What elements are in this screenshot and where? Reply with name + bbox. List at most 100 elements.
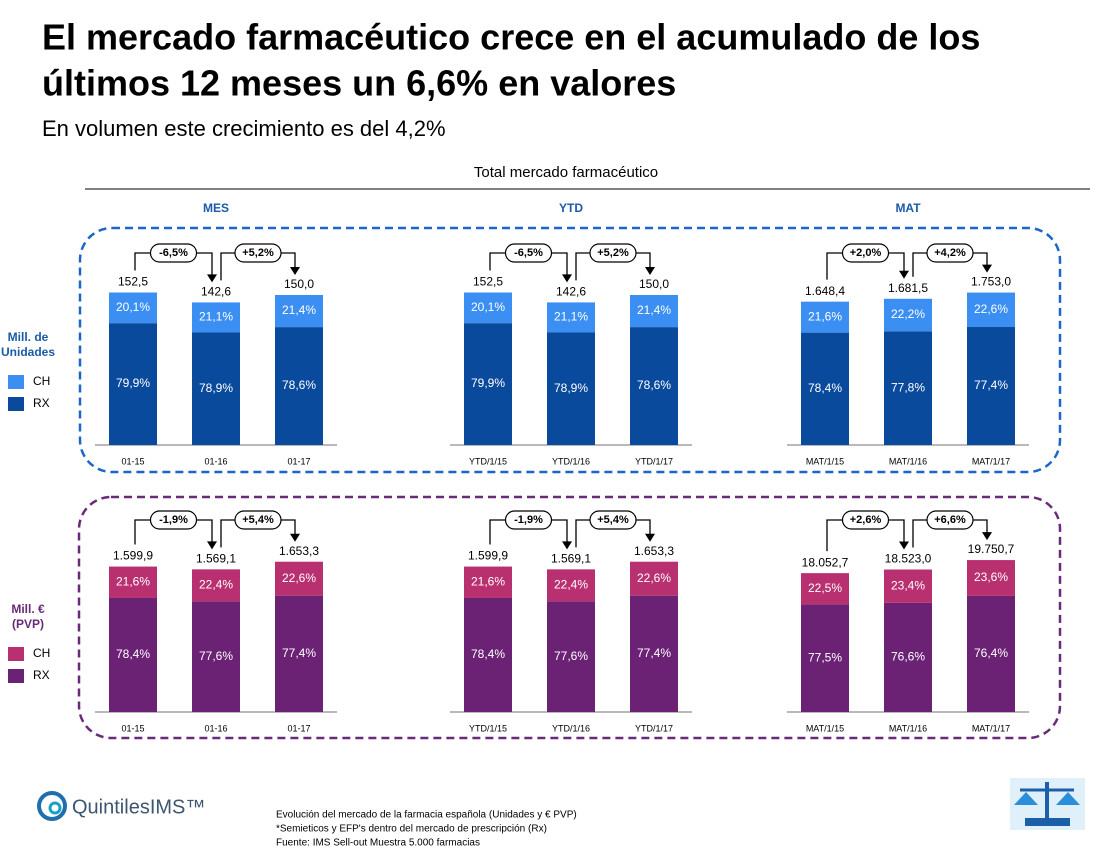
value-label: 21,4% bbox=[282, 303, 316, 317]
bar-segment bbox=[109, 323, 157, 445]
growth-box bbox=[504, 510, 553, 530]
bar-segment bbox=[464, 597, 512, 712]
total-label: 1.569,1 bbox=[196, 552, 236, 566]
x-tick-label: MAT/1/17 bbox=[972, 723, 1010, 733]
bar-segment bbox=[192, 601, 240, 712]
growth-box bbox=[841, 510, 890, 530]
total-label: 1.653,3 bbox=[634, 544, 674, 558]
value-label: 77,4% bbox=[974, 378, 1008, 392]
total-label: 152,5 bbox=[473, 275, 503, 289]
subtitle: En volumen este crecimiento es del 4,2% bbox=[42, 116, 446, 141]
value-label: 21,1% bbox=[554, 310, 588, 324]
growth-box bbox=[149, 510, 198, 530]
value-label: 77,4% bbox=[282, 646, 316, 660]
value-label: 22,6% bbox=[282, 571, 316, 585]
value-label: 77,6% bbox=[554, 649, 588, 663]
x-tick-label: MAT/1/15 bbox=[806, 456, 844, 466]
growth-label: -1,9% bbox=[514, 514, 543, 526]
x-tick-label: YTD/1/17 bbox=[635, 723, 673, 733]
growth-box bbox=[149, 243, 198, 263]
bar-segment bbox=[884, 298, 932, 332]
section-title: Total mercado farmacéutico bbox=[474, 164, 658, 181]
growth-arrow bbox=[645, 533, 655, 542]
growth-arrow bbox=[207, 274, 217, 283]
bar-segment bbox=[547, 601, 595, 712]
growth-box bbox=[504, 243, 553, 263]
footnote: Fuente: IMS Sell-out Muestra 5.000 farma… bbox=[276, 838, 480, 849]
bar-segment bbox=[275, 295, 323, 328]
value-label: 77,6% bbox=[199, 649, 233, 663]
growth-label: +6,6% bbox=[934, 514, 966, 526]
growth-box bbox=[926, 510, 974, 530]
total-label: 150,0 bbox=[284, 277, 314, 291]
bar-segment bbox=[801, 604, 849, 712]
bar-segment bbox=[967, 595, 1015, 712]
x-tick-label: 01-17 bbox=[287, 723, 310, 733]
growth-box bbox=[841, 243, 890, 263]
bar-segment bbox=[464, 566, 512, 598]
value-label: 22,4% bbox=[199, 578, 233, 592]
value-label: 22,6% bbox=[637, 571, 671, 585]
bar-segment bbox=[109, 292, 157, 324]
footnote: Evolución del mercado de la farmacia esp… bbox=[276, 810, 577, 821]
frame bbox=[77, 495, 1062, 740]
logo: QuintilesIMS™ bbox=[37, 791, 205, 821]
value-label: 78,9% bbox=[199, 381, 233, 395]
growth-arrow bbox=[562, 541, 572, 550]
value-label: 76,6% bbox=[891, 650, 925, 664]
bar-segment bbox=[801, 332, 849, 445]
growth-arrow bbox=[290, 267, 300, 275]
growth-label: +5,2% bbox=[242, 247, 274, 259]
value-label: 77,4% bbox=[637, 646, 671, 660]
total-label: 150,0 bbox=[639, 277, 669, 291]
x-tick-label: YTD/1/16 bbox=[552, 723, 590, 733]
bar-segment bbox=[547, 332, 595, 445]
value-label: 78,6% bbox=[282, 378, 316, 392]
title-line: últimos 12 meses un 6,6% en valores bbox=[42, 63, 676, 104]
bar-segment bbox=[547, 569, 595, 602]
growth-label: +4,2% bbox=[934, 247, 966, 259]
icon-part bbox=[1025, 818, 1070, 826]
growth-arrow bbox=[899, 541, 909, 550]
x-tick-label: YTD/1/16 bbox=[552, 456, 590, 466]
value-label: 23,6% bbox=[974, 570, 1008, 584]
x-tick-label: 01-16 bbox=[204, 456, 227, 466]
total-label: 1.599,9 bbox=[468, 549, 508, 563]
bar-segment bbox=[192, 332, 240, 445]
row-label: Mill. € bbox=[11, 602, 45, 616]
value-label: 21,6% bbox=[471, 574, 505, 588]
bar-segment bbox=[967, 327, 1015, 445]
value-label: 22,2% bbox=[891, 307, 925, 321]
total-label: 1.653,3 bbox=[279, 544, 319, 558]
legend-label: RX bbox=[33, 668, 50, 682]
x-tick-label: MAT/1/17 bbox=[972, 456, 1010, 466]
bar-segment bbox=[275, 327, 323, 445]
value-label: 20,1% bbox=[471, 300, 505, 314]
x-tick-label: YTD/1/15 bbox=[469, 723, 507, 733]
value-label: 20,1% bbox=[116, 300, 150, 314]
growth-arrow bbox=[645, 267, 655, 275]
bar-segment bbox=[464, 323, 512, 445]
bar-segment bbox=[630, 561, 678, 596]
bar-segment bbox=[464, 292, 512, 324]
value-label: 21,6% bbox=[116, 574, 150, 588]
bar-segment bbox=[630, 327, 678, 445]
total-label: 142,6 bbox=[556, 285, 586, 299]
value-label: 21,1% bbox=[199, 310, 233, 324]
bar-segment bbox=[967, 560, 1015, 596]
value-label: 77,8% bbox=[891, 380, 925, 394]
growth-label: +5,4% bbox=[597, 514, 629, 526]
growth-arrow bbox=[982, 264, 992, 273]
logo-icon bbox=[37, 791, 67, 821]
icon-part bbox=[1014, 792, 1080, 805]
growth-arrow bbox=[562, 274, 572, 283]
growth-box bbox=[234, 510, 282, 530]
legend-label: CH bbox=[33, 646, 50, 660]
total-label: 18.523,0 bbox=[885, 552, 932, 566]
logo-text: QuintilesIMS™ bbox=[72, 796, 205, 818]
growth-label: -6,5% bbox=[159, 247, 188, 259]
row-label: Unidades bbox=[1, 345, 55, 359]
value-label: 22,5% bbox=[808, 581, 842, 595]
bar-segment bbox=[109, 597, 157, 712]
